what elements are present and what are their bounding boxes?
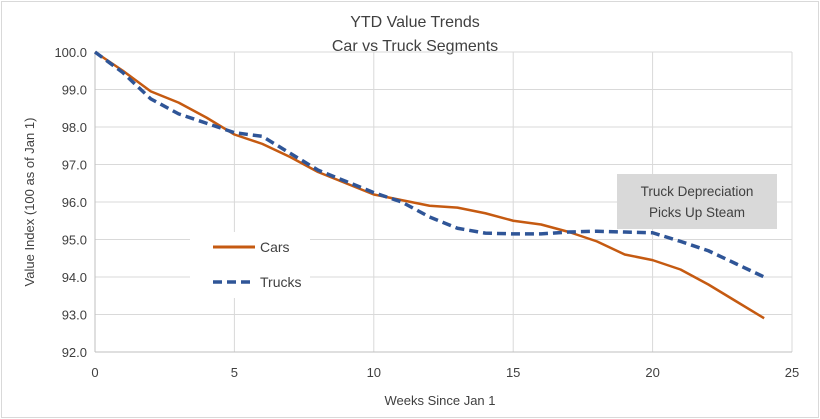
x-tick-label: 10 bbox=[367, 365, 381, 380]
annotation-line-1: Truck Depreciation bbox=[641, 184, 754, 199]
annotation-box bbox=[617, 174, 777, 229]
annotation-line-2: Picks Up Steam bbox=[649, 205, 745, 220]
chart-subtitle: Car vs Truck Segments bbox=[332, 38, 498, 55]
x-tick-label: 20 bbox=[645, 365, 659, 380]
y-tick-label: 98.0 bbox=[62, 120, 87, 135]
legend-label-trucks: Trucks bbox=[260, 274, 301, 290]
x-tick-label: 15 bbox=[506, 365, 520, 380]
x-tick-label: 25 bbox=[785, 365, 799, 380]
x-tick-label: 5 bbox=[231, 365, 238, 380]
legend-label-cars: Cars bbox=[260, 239, 290, 255]
y-tick-label: 92.0 bbox=[62, 345, 87, 360]
x-axis-label: Weeks Since Jan 1 bbox=[384, 393, 495, 408]
y-tick-label: 95.0 bbox=[62, 233, 87, 248]
y-tick-label: 99.0 bbox=[62, 83, 87, 98]
chart-title: YTD Value Trends bbox=[350, 14, 480, 31]
y-tick-label: 93.0 bbox=[62, 308, 87, 323]
x-tick-label: 0 bbox=[91, 365, 98, 380]
y-tick-label: 96.0 bbox=[62, 195, 87, 210]
y-tick-label: 100.0 bbox=[54, 45, 87, 60]
y-axis-label: Value Index (100 as of Jan 1) bbox=[22, 118, 37, 287]
legend-background bbox=[190, 232, 310, 298]
y-tick-label: 94.0 bbox=[62, 270, 87, 285]
y-tick-label: 97.0 bbox=[62, 158, 87, 173]
